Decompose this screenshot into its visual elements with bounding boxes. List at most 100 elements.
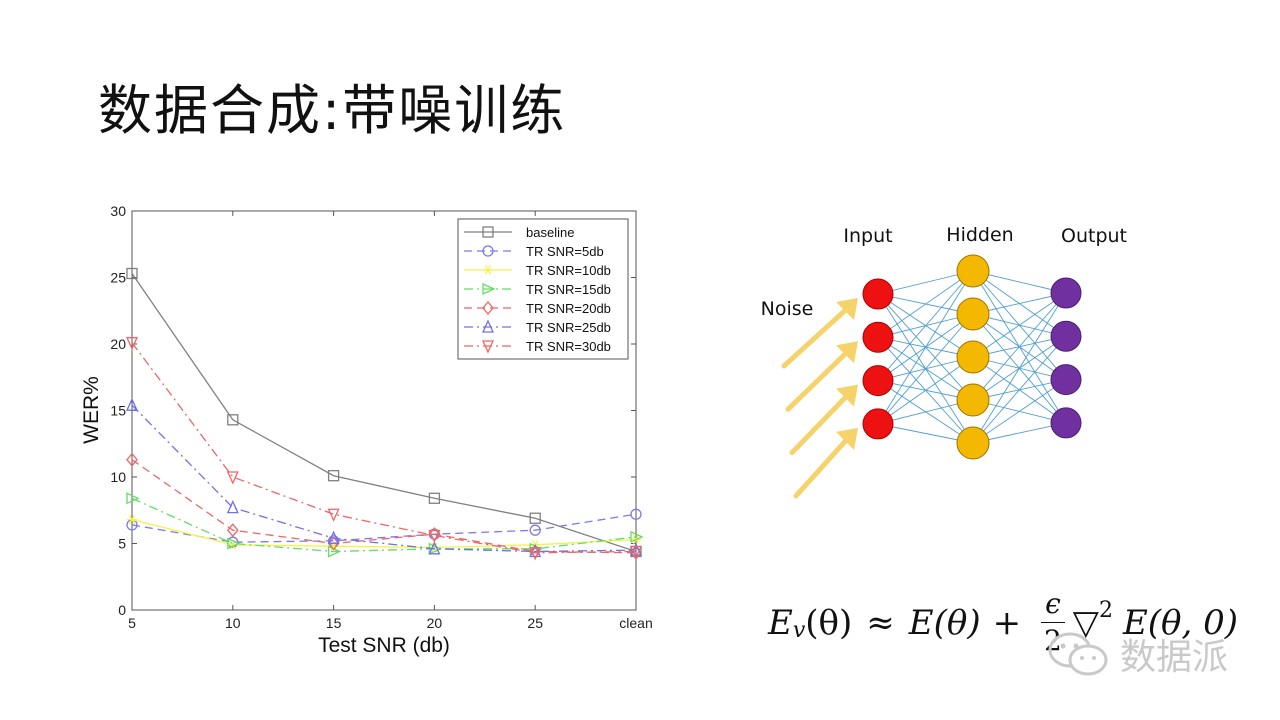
network-edge	[972, 336, 1067, 444]
series-line	[131, 404, 637, 553]
data-point-marker	[481, 340, 495, 354]
legend-entry: TR SNR=20db	[526, 301, 611, 316]
data-point-marker	[481, 319, 495, 333]
y-tick-label: 5	[118, 536, 126, 552]
series-line	[131, 518, 637, 549]
noise-label: Noise	[761, 298, 814, 320]
x-tick-label: 15	[326, 615, 342, 631]
data-point-marker	[226, 523, 239, 538]
wechat-icon	[1048, 632, 1108, 676]
output-layer-label: Output	[1061, 225, 1127, 247]
data-point-marker	[428, 492, 441, 504]
series-line	[131, 342, 637, 554]
data-point-marker	[482, 226, 494, 238]
chart-legend: baseline TR SNR=5db TR SNR=10db TR SNR=15db…	[457, 218, 629, 360]
slide-title: 数据合成:带噪训练	[98, 79, 567, 142]
data-point-marker	[482, 282, 496, 296]
x-tick-label: 20	[427, 615, 443, 631]
noise-arrowhead	[836, 427, 858, 450]
x-tick-label: 10	[225, 615, 241, 631]
formula-lhs-arg: (θ)	[805, 602, 853, 643]
legend-entry: TR SNR=5db	[526, 244, 604, 259]
network-edge	[877, 356, 974, 425]
y-axis-ticks: 0 5 10 15 20 25 30	[110, 203, 636, 618]
formula-lhs-e: E	[768, 602, 793, 643]
legend-entry: TR SNR=15db	[526, 282, 611, 297]
output-node	[1050, 277, 1082, 309]
noise-arrow	[789, 390, 853, 456]
data-point-marker	[125, 337, 139, 351]
x-tick-label: clean	[619, 615, 652, 631]
output-node	[1050, 407, 1082, 439]
watermark: 数据派	[1048, 628, 1228, 680]
series-tr-snr-25db	[125, 397, 643, 558]
input-node	[862, 365, 894, 397]
x-axis-ticks: 5 10 15 20 25 clean	[128, 211, 653, 631]
network-edge	[877, 270, 974, 338]
hidden-node	[956, 426, 990, 460]
data-point-marker	[126, 492, 140, 505]
noise-arrowhead	[836, 341, 858, 364]
formula-plus: +	[992, 602, 1022, 643]
y-tick-label: 20	[110, 336, 126, 352]
formula-nabla-sup: 2	[1098, 598, 1113, 623]
formula-term2: E(θ, 0)	[1122, 602, 1239, 643]
input-node	[862, 408, 894, 440]
x-tick-label: 25	[527, 615, 543, 631]
y-tick-label: 0	[118, 602, 126, 618]
noise-arrowhead	[836, 384, 858, 407]
data-point-marker	[483, 265, 493, 275]
y-tick-label: 15	[110, 403, 126, 419]
data-point-marker	[227, 537, 241, 550]
data-point-marker	[226, 500, 239, 514]
data-point-marker	[529, 547, 542, 561]
y-tick-label: 10	[110, 469, 126, 485]
series-line	[131, 273, 637, 553]
data-point-marker	[327, 536, 340, 551]
noise-arrows	[781, 298, 858, 499]
data-point-marker	[327, 530, 340, 544]
output-node	[1050, 320, 1082, 352]
data-point-marker	[630, 508, 642, 520]
data-point-marker	[428, 529, 441, 544]
watermark-text: 数据派	[1120, 637, 1229, 678]
network-edge	[972, 292, 1067, 401]
network-edge	[972, 292, 1067, 358]
data-point-marker	[482, 300, 494, 316]
noise-arrow	[781, 303, 853, 369]
data-point-marker	[327, 470, 340, 482]
legend-entry: TR SNR=10db	[526, 263, 611, 278]
data-point-marker	[126, 267, 138, 280]
hidden-layer-label: Hidden	[946, 224, 1013, 246]
legend-entry: TR SNR=25db	[526, 320, 611, 335]
data-point-marker	[327, 508, 340, 522]
network-edge	[877, 270, 974, 425]
network-edge	[972, 292, 1067, 444]
formula-approx: ≈	[866, 602, 895, 643]
data-point-marker	[227, 414, 239, 426]
series-layer	[125, 267, 644, 561]
network-edge	[877, 313, 974, 425]
series-tr-snr-30db	[125, 337, 643, 561]
input-node	[862, 321, 894, 353]
y-tick-label: 25	[110, 270, 126, 286]
y-axis-label: WER%	[80, 376, 103, 444]
series-tr-snr-10db	[127, 514, 641, 553]
data-point-marker	[529, 543, 542, 558]
data-point-marker	[629, 545, 643, 560]
x-axis-label: Test SNR (db)	[318, 634, 450, 657]
y-tick-label: 30	[110, 203, 126, 219]
data-point-marker	[226, 471, 239, 485]
data-point-marker	[529, 512, 541, 524]
data-point-marker	[529, 524, 541, 536]
x-tick-label: 5	[128, 615, 136, 631]
hidden-node	[956, 340, 990, 374]
formula-lhs-sub: v	[792, 618, 806, 643]
input-node	[862, 278, 894, 310]
network-edge	[877, 270, 974, 381]
noise-arrow	[785, 346, 853, 412]
data-point-marker	[127, 514, 137, 525]
hidden-node	[956, 383, 990, 417]
data-point-marker	[125, 397, 139, 411]
